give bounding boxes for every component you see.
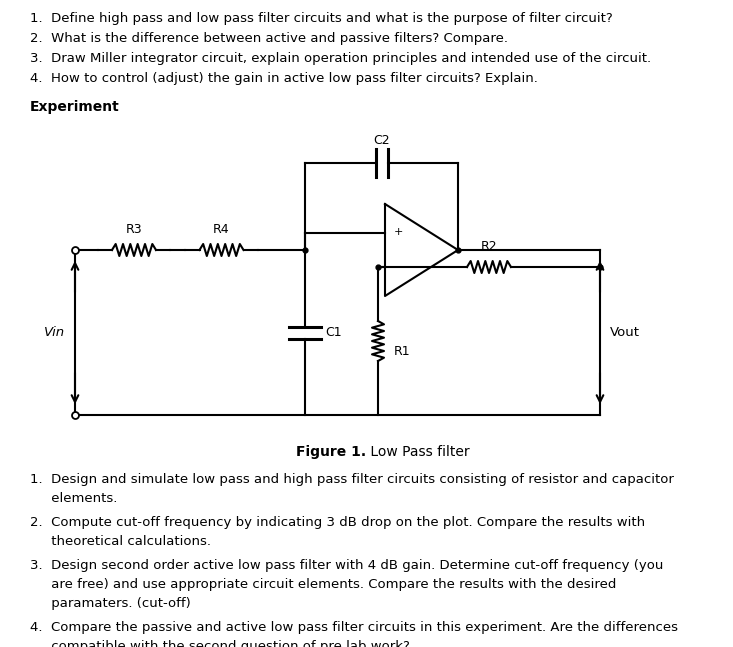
Text: 2.  What is the difference between active and passive filters? Compare.: 2. What is the difference between active… <box>30 32 508 45</box>
Text: compatible with the second question of pre lab work?: compatible with the second question of p… <box>30 640 410 647</box>
Text: 4.  How to control (adjust) the gain in active low pass filter circuits? Explain: 4. How to control (adjust) the gain in a… <box>30 72 538 85</box>
Text: R4: R4 <box>213 223 230 236</box>
Text: 4.  Compare the passive and active low pass filter circuits in this experiment. : 4. Compare the passive and active low pa… <box>30 621 678 634</box>
Text: R3: R3 <box>125 223 142 236</box>
Text: C1: C1 <box>325 326 342 339</box>
Text: 1.  Define high pass and low pass filter circuits and what is the purpose of fil: 1. Define high pass and low pass filter … <box>30 12 613 25</box>
Text: Vin: Vin <box>44 326 65 339</box>
Text: theoretical calculations.: theoretical calculations. <box>30 535 211 548</box>
Text: Figure 1.: Figure 1. <box>296 445 366 459</box>
Text: 3.  Design second order active low pass filter with 4 dB gain. Determine cut-off: 3. Design second order active low pass f… <box>30 559 663 572</box>
Text: Experiment: Experiment <box>30 100 119 114</box>
Text: R2: R2 <box>481 240 497 253</box>
Text: are free) and use appropriate circuit elements. Compare the results with the des: are free) and use appropriate circuit el… <box>30 578 616 591</box>
Text: −: − <box>394 261 405 274</box>
Text: 1.  Design and simulate low pass and high pass filter circuits consisting of res: 1. Design and simulate low pass and high… <box>30 473 674 486</box>
Text: paramaters. (cut-off): paramaters. (cut-off) <box>30 597 191 610</box>
Text: R1: R1 <box>394 344 410 358</box>
Text: +: + <box>394 227 403 237</box>
Text: Low Pass filter: Low Pass filter <box>366 445 470 459</box>
Text: elements.: elements. <box>30 492 117 505</box>
Text: C2: C2 <box>373 134 390 147</box>
Text: 2.  Compute cut-off frequency by indicating 3 dB drop on the plot. Compare the r: 2. Compute cut-off frequency by indicati… <box>30 516 645 529</box>
Text: Vout: Vout <box>610 326 640 339</box>
Text: 3.  Draw Miller integrator circuit, explain operation principles and intended us: 3. Draw Miller integrator circuit, expla… <box>30 52 651 65</box>
